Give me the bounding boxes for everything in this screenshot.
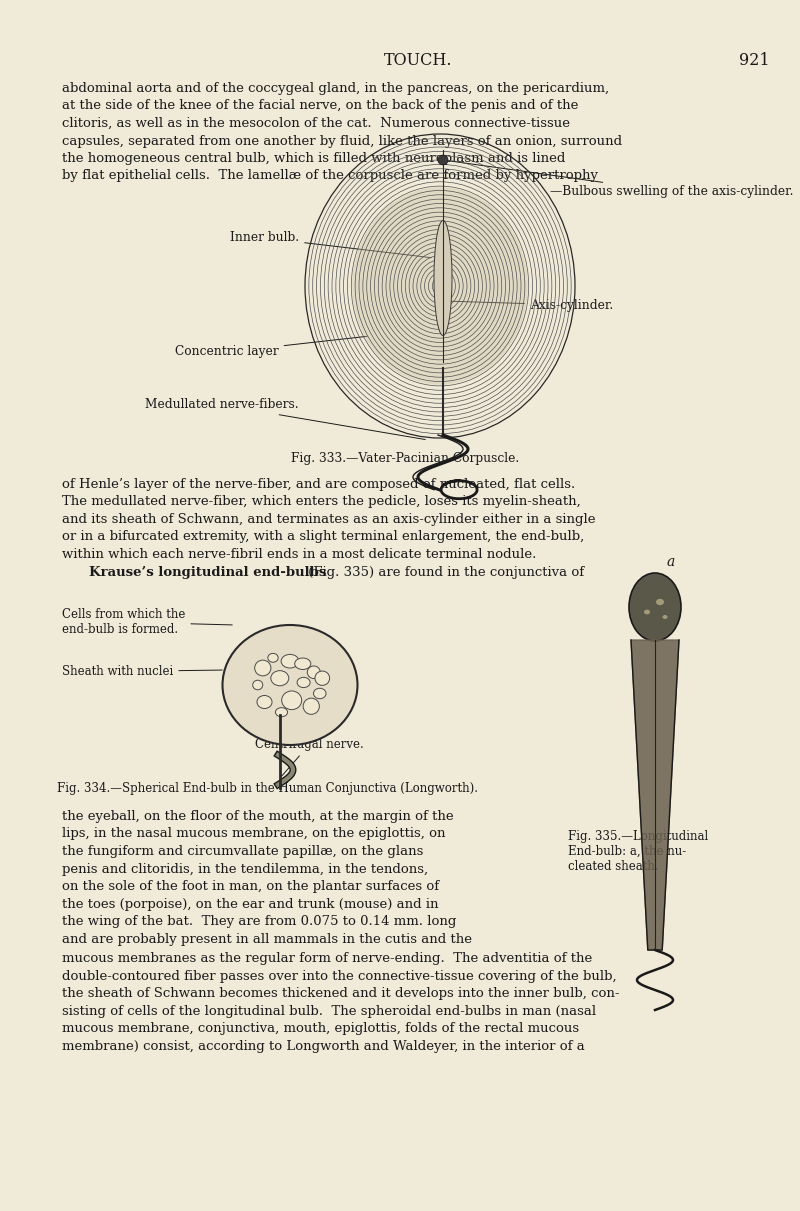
Ellipse shape: [281, 654, 299, 668]
Ellipse shape: [297, 677, 310, 688]
Ellipse shape: [352, 188, 528, 385]
Ellipse shape: [314, 688, 326, 699]
Ellipse shape: [257, 695, 272, 708]
Text: at the side of the knee of the facial nerve, on the back of the penis and of the: at the side of the knee of the facial ne…: [62, 99, 578, 113]
Text: the eyeball, on the floor of the mouth, at the margin of the: the eyeball, on the floor of the mouth, …: [62, 810, 454, 823]
Ellipse shape: [282, 691, 302, 710]
Text: the toes (porpoise), on the ear and trunk (mouse) and in: the toes (porpoise), on the ear and trun…: [62, 897, 438, 911]
Ellipse shape: [662, 615, 667, 619]
Text: double-contoured fiber passes over into the connective-tissue covering of the bu: double-contoured fiber passes over into …: [62, 970, 617, 982]
Ellipse shape: [303, 699, 319, 714]
Ellipse shape: [434, 220, 452, 335]
Text: Fig. 335.—Longitudinal
End-bulb: a, the nu-
cleated sheath.: Fig. 335.—Longitudinal End-bulb: a, the …: [568, 830, 708, 873]
Ellipse shape: [438, 155, 448, 165]
Text: mucous membrane, conjunctiva, mouth, epiglottis, folds of the rectal mucous: mucous membrane, conjunctiva, mouth, epi…: [62, 1022, 579, 1035]
Text: The medullated nerve-fiber, which enters the pedicle, loses its myelin-sheath,: The medullated nerve-fiber, which enters…: [62, 495, 581, 509]
Ellipse shape: [254, 660, 271, 676]
Text: Medullated nerve-fibers.: Medullated nerve-fibers.: [145, 398, 426, 440]
Text: Sheath with nuclei: Sheath with nuclei: [62, 665, 222, 678]
Ellipse shape: [307, 666, 320, 678]
Text: capsules, separated from one another by fluid, like the layers of an onion, surr: capsules, separated from one another by …: [62, 134, 622, 148]
Text: or in a bifurcated extremity, with a slight terminal enlargement, the end-bulb,: or in a bifurcated extremity, with a sli…: [62, 530, 584, 544]
Text: (Fig. 335) are found in the conjunctiva of: (Fig. 335) are found in the conjunctiva …: [304, 567, 584, 580]
Text: on the sole of the foot in man, on the plantar surfaces of: on the sole of the foot in man, on the p…: [62, 880, 439, 893]
Text: membrane) consist, according to Longworth and Waldeyer, in the interior of a: membrane) consist, according to Longwort…: [62, 1039, 585, 1052]
Ellipse shape: [656, 598, 664, 606]
Text: Krause’s longitudinal end-bulbs: Krause’s longitudinal end-bulbs: [89, 567, 326, 580]
Ellipse shape: [315, 671, 330, 685]
Text: the homogeneous central bulb, which is filled with neuroplasm and is lined: the homogeneous central bulb, which is f…: [62, 153, 566, 165]
Ellipse shape: [294, 658, 311, 670]
Ellipse shape: [629, 573, 681, 641]
Ellipse shape: [275, 707, 287, 717]
Text: Axis-cylinder.: Axis-cylinder.: [446, 298, 614, 311]
Text: penis and clitoridis, in the tendilemma, in the tendons,: penis and clitoridis, in the tendilemma,…: [62, 862, 428, 876]
Text: mucous membranes as the regular form of nerve-ending.  The adventitia of the: mucous membranes as the regular form of …: [62, 952, 592, 965]
Text: of Henle’s layer of the nerve-fiber, and are composed of nucleated, flat cells.: of Henle’s layer of the nerve-fiber, and…: [62, 478, 575, 490]
Text: and its sheath of Schwann, and terminates as an axis-cylinder either in a single: and its sheath of Schwann, and terminate…: [62, 513, 595, 526]
Text: Fig. 334.—Spherical End-bulb in the Human Conjunctiva (Longworth).: Fig. 334.—Spherical End-bulb in the Huma…: [57, 782, 478, 794]
Text: by flat epithelial cells.  The lamellæ of the corpuscle are formed by hypertroph: by flat epithelial cells. The lamellæ of…: [62, 170, 598, 183]
Text: a: a: [667, 555, 675, 569]
Text: Inner bulb.: Inner bulb.: [230, 231, 431, 258]
Ellipse shape: [644, 609, 650, 614]
Text: and are probably present in all mammals in the cutis and the: and are probably present in all mammals …: [62, 932, 472, 946]
Text: TOUCH.: TOUCH.: [384, 52, 453, 69]
Polygon shape: [631, 639, 679, 949]
Ellipse shape: [253, 681, 262, 690]
Ellipse shape: [222, 625, 358, 745]
Text: Concentric layer: Concentric layer: [175, 337, 367, 358]
Text: the fungiform and circumvallate papillæ, on the glans: the fungiform and circumvallate papillæ,…: [62, 845, 423, 859]
Text: 921: 921: [739, 52, 770, 69]
Text: Centrifugal nerve.: Centrifugal nerve.: [255, 737, 364, 776]
Text: within which each nerve-fibril ends in a most delicate terminal nodule.: within which each nerve-fibril ends in a…: [62, 549, 536, 561]
Text: Fig. 333.—Vater-Pacinian Corpuscle.: Fig. 333.—Vater-Pacinian Corpuscle.: [291, 452, 519, 465]
Text: the wing of the bat.  They are from 0.075 to 0.14 mm. long: the wing of the bat. They are from 0.075…: [62, 916, 456, 928]
Text: lips, in the nasal mucous membrane, on the epiglottis, on: lips, in the nasal mucous membrane, on t…: [62, 827, 446, 840]
Text: sisting of cells of the longitudinal bulb.  The spheroidal end-bulbs in man (nas: sisting of cells of the longitudinal bul…: [62, 1004, 596, 1017]
Text: clitoris, as well as in the mesocolon of the cat.  Numerous connective-tissue: clitoris, as well as in the mesocolon of…: [62, 117, 570, 130]
Text: —Bulbous swelling of the axis-cylinder.: —Bulbous swelling of the axis-cylinder.: [446, 160, 794, 199]
Ellipse shape: [268, 654, 278, 662]
Text: Cells from which the
end-bulb is formed.: Cells from which the end-bulb is formed.: [62, 608, 232, 636]
Text: the sheath of Schwann becomes thickened and it develops into the inner bulb, con: the sheath of Schwann becomes thickened …: [62, 987, 619, 1000]
Text: abdominal aorta and of the coccygeal gland, in the pancreas, on the pericardium,: abdominal aorta and of the coccygeal gla…: [62, 82, 609, 94]
Ellipse shape: [271, 671, 289, 685]
